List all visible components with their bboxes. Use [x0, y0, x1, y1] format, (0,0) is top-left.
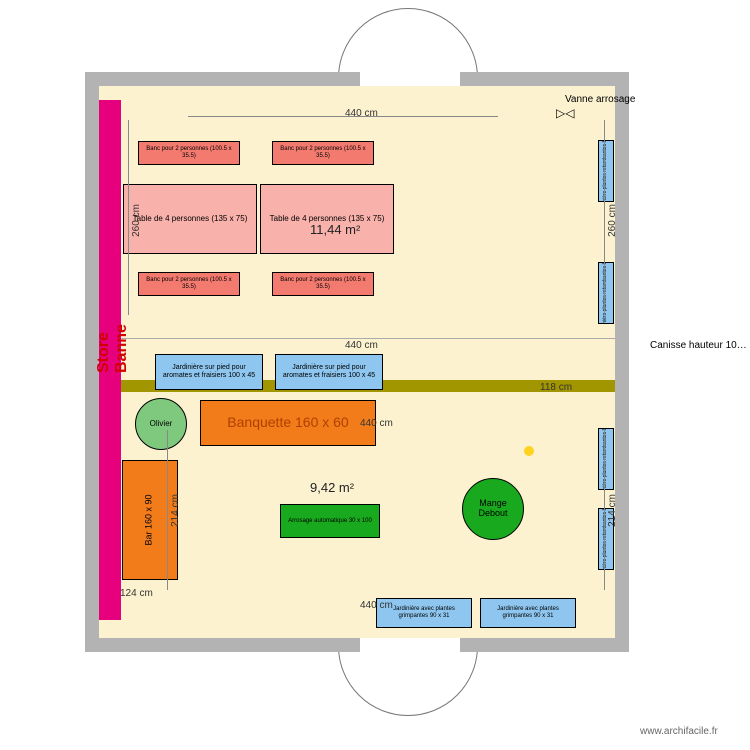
banc-2p-2: Banc pour 2 personnes (100.5 x 35.5): [272, 141, 374, 165]
jard-retomb-2: Jardinière plantes retombantes 8 x 30: [598, 262, 614, 324]
olivier: Olivier: [135, 398, 187, 450]
dim-label: 214 cm: [607, 494, 618, 527]
wall-outer-top: [85, 72, 629, 86]
wall-outer-right: [615, 72, 629, 652]
arrosage-auto: Arrosage automatique 30 x 100: [280, 504, 380, 538]
jardiniere-pied-2: Jardinière sur pied pour aromates et fra…: [275, 354, 383, 390]
annotation: Vanne arrosage: [565, 94, 635, 105]
inner-dim-line: [99, 338, 615, 339]
table-4p-2: Table de 4 personnes (135 x 75): [260, 184, 394, 254]
door-top-clip: [338, 8, 478, 72]
jard-retomb-3: Jardinière plantes retombantes 8 x 30: [598, 428, 614, 490]
jardiniere-pied-1: Jardinière sur pied pour aromates et fra…: [155, 354, 263, 390]
door-bottom-gap: [360, 638, 460, 652]
door-bottom-clip: [338, 652, 478, 716]
dim-label: 214 cm: [170, 494, 181, 527]
banc-2p-4: Banc pour 2 personnes (100.5 x 35.5): [272, 272, 374, 296]
dim-label: 440 cm: [345, 108, 378, 119]
dim-label: 124 cm: [120, 588, 153, 599]
table-4p-1: Table de 4 personnes (135 x 75): [123, 184, 257, 254]
area-label: 9,42 m²: [310, 480, 354, 495]
banc-2p-3: Banc pour 2 personnes (100.5 x 35.5): [138, 272, 240, 296]
jardiniere-grimp-2: Jardinière avec plantes grimpantes 90 x …: [480, 598, 576, 628]
valve-icon: ▷◁: [556, 106, 574, 120]
mange-debout: Mange Debout: [462, 478, 524, 540]
dim-label: 440 cm: [360, 600, 393, 611]
store-banne-label: Store Banne: [95, 283, 131, 373]
dim-label: 440 cm: [360, 418, 393, 429]
wall-outer-bottom: [85, 638, 629, 652]
sun-icon: [524, 446, 534, 456]
dim-label: 260 cm: [131, 204, 142, 237]
jard-retomb-1: Jardinière plantes retombantes 8 x 30: [598, 140, 614, 202]
dim-label: 440 cm: [345, 340, 378, 351]
dim-label: 260 cm: [607, 204, 618, 237]
watermark: www.archifacile.fr: [640, 726, 718, 737]
banc-2p-1: Banc pour 2 personnes (100.5 x 35.5): [138, 141, 240, 165]
area-label: 11,44 m²: [310, 222, 360, 237]
dim-label: 118 cm: [540, 382, 572, 393]
annotation: Canisse hauteur 10…: [650, 340, 747, 351]
banquette: Banquette 160 x 60: [200, 400, 376, 446]
door-top-gap: [360, 72, 460, 86]
floorplan-canvas: Store Banne ▷◁ Banc pour 2 personnes (10…: [0, 0, 750, 750]
